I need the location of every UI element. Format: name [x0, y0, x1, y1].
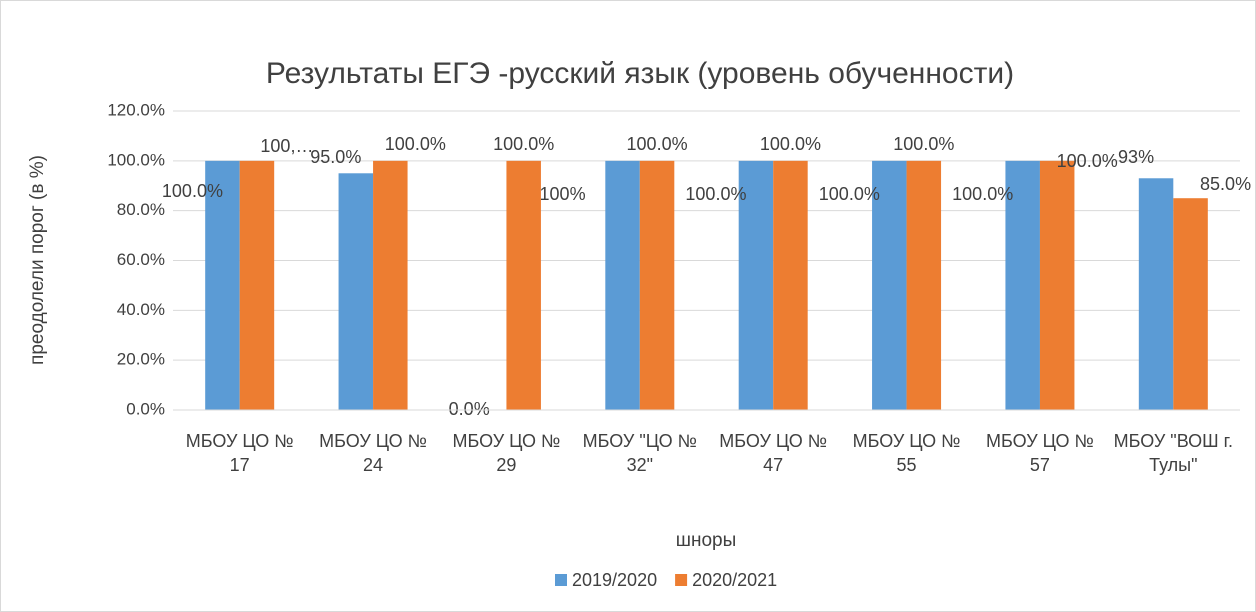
bar [205, 160, 240, 410]
bar [506, 160, 541, 410]
bar [1005, 160, 1040, 410]
x-axis-label: шноры [676, 530, 737, 551]
y-tick-label: 80.0% [117, 200, 165, 219]
bar [338, 173, 374, 410]
bar [1173, 198, 1208, 410]
x-tick-label: МБОУ ЦО № 57 [985, 431, 1094, 475]
bar [1039, 160, 1075, 410]
data-label: 100.0% [819, 184, 880, 204]
data-label: 0.0% [449, 399, 490, 419]
data-label: 100% [540, 184, 586, 204]
data-label: 100,… [260, 136, 313, 156]
bar [773, 160, 808, 410]
legend-swatch [675, 574, 688, 586]
chart-title: Результаты ЕГЭ -русский язык (уровень об… [266, 57, 1014, 90]
y-tick-label: 40.0% [117, 300, 165, 319]
bar [639, 160, 675, 410]
data-label: 100.0% [627, 134, 688, 154]
bar [906, 160, 942, 410]
data-label: 85.0% [1200, 174, 1251, 194]
x-tick-label: МБОУ ЦО № 24 [319, 431, 427, 475]
data-label: 100.0% [760, 134, 821, 154]
bar [738, 160, 774, 410]
data-label: 100.0% [1057, 151, 1118, 171]
legend-swatch [555, 574, 567, 586]
x-tick-label: МБОУ ЦО № 55 [852, 431, 961, 475]
data-label: 100.0% [952, 184, 1013, 204]
bar [605, 160, 640, 410]
x-tick-label: МБОУ "ЦО № 32" [582, 431, 697, 475]
data-label: 95.0% [310, 147, 361, 167]
y-tick-label: 120.0% [107, 100, 165, 119]
x-tick-label: МБОУ "ВОШ г. Тулы" [1113, 431, 1233, 475]
legend-label: 2020/2021 [692, 570, 777, 590]
y-tick-label: 60.0% [117, 250, 165, 269]
y-tick-label: 100.0% [107, 150, 165, 169]
bar [1138, 178, 1174, 410]
data-label: 100.0% [493, 134, 554, 154]
legend-label: 2019/2020 [572, 570, 657, 590]
bar [872, 160, 907, 410]
x-tick-label: МБОУ ЦО № 47 [719, 431, 828, 475]
y-tick-label: 0.0% [126, 399, 165, 418]
y-axis-label: преодолели порог (в %) [27, 155, 48, 365]
bar [239, 160, 275, 410]
x-tick-label: МБОУ ЦО № 29 [452, 431, 561, 475]
y-tick-label: 20.0% [117, 350, 165, 369]
data-label: 93% [1118, 147, 1154, 167]
data-label: 100.0% [162, 181, 223, 201]
data-label: 100.0% [893, 134, 954, 154]
data-label: 100.0% [385, 134, 446, 154]
bar [373, 160, 408, 410]
x-tick-label: МБОУ ЦО № 17 [185, 431, 294, 475]
data-label: 100.0% [685, 184, 746, 204]
